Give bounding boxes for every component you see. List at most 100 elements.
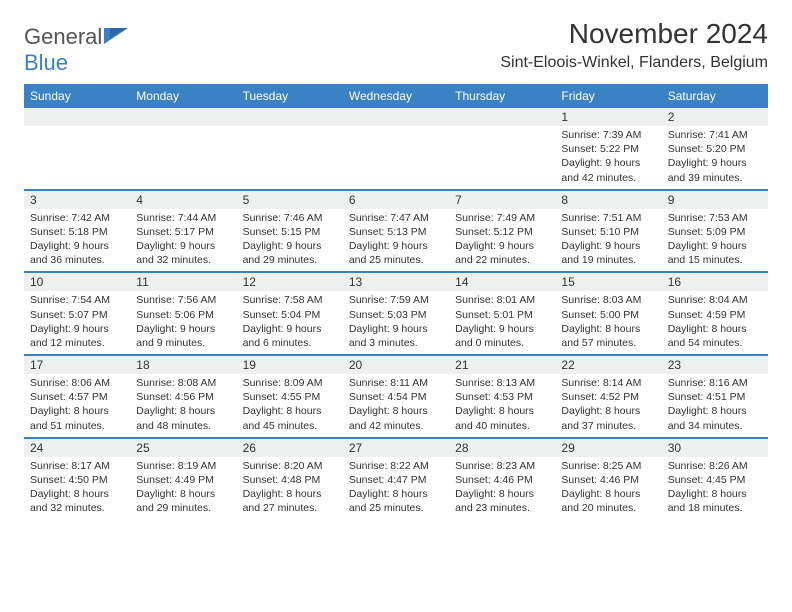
day-number: 7 bbox=[449, 191, 555, 209]
day-number: 15 bbox=[555, 273, 661, 291]
day-cell: Sunrise: 8:20 AMSunset: 4:48 PMDaylight:… bbox=[237, 457, 343, 520]
day-cell: Sunrise: 8:14 AMSunset: 4:52 PMDaylight:… bbox=[555, 374, 661, 437]
day-info-line: Sunset: 5:04 PM bbox=[243, 308, 337, 322]
day-info-line: Daylight: 8 hours and 45 minutes. bbox=[243, 404, 337, 432]
day-info-line: Sunset: 5:00 PM bbox=[561, 308, 655, 322]
day-info-line: Sunset: 5:06 PM bbox=[136, 308, 230, 322]
day-info-line: Sunset: 4:53 PM bbox=[455, 390, 549, 404]
day-info-line: Daylight: 9 hours and 0 minutes. bbox=[455, 322, 549, 350]
day-cell bbox=[24, 126, 130, 189]
day-cell: Sunrise: 8:04 AMSunset: 4:59 PMDaylight:… bbox=[662, 291, 768, 354]
day-number bbox=[237, 108, 343, 126]
day-info-line: Sunset: 4:59 PM bbox=[668, 308, 762, 322]
day-info-line: Sunset: 4:46 PM bbox=[561, 473, 655, 487]
day-info-line: Daylight: 8 hours and 18 minutes. bbox=[668, 487, 762, 515]
day-info-line: Sunset: 5:20 PM bbox=[668, 142, 762, 156]
day-info-line: Daylight: 8 hours and 42 minutes. bbox=[349, 404, 443, 432]
day-info-line: Sunrise: 7:47 AM bbox=[349, 211, 443, 225]
day-cell: Sunrise: 7:44 AMSunset: 5:17 PMDaylight:… bbox=[130, 209, 236, 272]
day-info-line: Daylight: 9 hours and 42 minutes. bbox=[561, 156, 655, 184]
day-info-line: Daylight: 9 hours and 36 minutes. bbox=[30, 239, 124, 267]
day-number: 29 bbox=[555, 439, 661, 457]
day-number: 5 bbox=[237, 191, 343, 209]
day-header: Thursday bbox=[449, 84, 555, 108]
day-number bbox=[449, 108, 555, 126]
day-number: 11 bbox=[130, 273, 236, 291]
day-info-line: Sunset: 4:57 PM bbox=[30, 390, 124, 404]
day-number bbox=[24, 108, 130, 126]
day-cell: Sunrise: 8:06 AMSunset: 4:57 PMDaylight:… bbox=[24, 374, 130, 437]
day-number: 9 bbox=[662, 191, 768, 209]
day-info-line: Sunrise: 7:54 AM bbox=[30, 293, 124, 307]
day-cell: Sunrise: 8:03 AMSunset: 5:00 PMDaylight:… bbox=[555, 291, 661, 354]
week-body-row: Sunrise: 8:06 AMSunset: 4:57 PMDaylight:… bbox=[24, 374, 768, 437]
day-info-line: Sunrise: 8:13 AM bbox=[455, 376, 549, 390]
day-info-line: Sunrise: 7:58 AM bbox=[243, 293, 337, 307]
day-info-line: Sunset: 4:56 PM bbox=[136, 390, 230, 404]
day-info-line: Daylight: 8 hours and 32 minutes. bbox=[30, 487, 124, 515]
logo-text: General Blue bbox=[24, 24, 128, 76]
day-number: 20 bbox=[343, 356, 449, 374]
day-info-line: Daylight: 8 hours and 40 minutes. bbox=[455, 404, 549, 432]
day-info-line: Sunset: 4:46 PM bbox=[455, 473, 549, 487]
day-cell: Sunrise: 8:01 AMSunset: 5:01 PMDaylight:… bbox=[449, 291, 555, 354]
day-info-line: Daylight: 8 hours and 54 minutes. bbox=[668, 322, 762, 350]
day-header-row: Sunday Monday Tuesday Wednesday Thursday… bbox=[24, 84, 768, 108]
day-cell: Sunrise: 8:08 AMSunset: 4:56 PMDaylight:… bbox=[130, 374, 236, 437]
day-number: 18 bbox=[130, 356, 236, 374]
day-number: 4 bbox=[130, 191, 236, 209]
day-info-line: Daylight: 9 hours and 32 minutes. bbox=[136, 239, 230, 267]
day-info-line: Daylight: 8 hours and 23 minutes. bbox=[455, 487, 549, 515]
day-info-line: Sunrise: 8:19 AM bbox=[136, 459, 230, 473]
day-info-line: Sunrise: 8:03 AM bbox=[561, 293, 655, 307]
day-cell: Sunrise: 7:58 AMSunset: 5:04 PMDaylight:… bbox=[237, 291, 343, 354]
day-cell: Sunrise: 7:39 AMSunset: 5:22 PMDaylight:… bbox=[555, 126, 661, 189]
day-info-line: Daylight: 9 hours and 15 minutes. bbox=[668, 239, 762, 267]
weeks-container: 12Sunrise: 7:39 AMSunset: 5:22 PMDayligh… bbox=[24, 108, 768, 519]
day-cell: Sunrise: 8:19 AMSunset: 4:49 PMDaylight:… bbox=[130, 457, 236, 520]
day-info-line: Sunrise: 8:04 AM bbox=[668, 293, 762, 307]
day-number: 8 bbox=[555, 191, 661, 209]
day-number bbox=[343, 108, 449, 126]
day-cell: Sunrise: 7:59 AMSunset: 5:03 PMDaylight:… bbox=[343, 291, 449, 354]
title-block: November 2024 Sint-Eloois-Winkel, Flande… bbox=[500, 18, 768, 72]
day-number: 25 bbox=[130, 439, 236, 457]
day-info-line: Daylight: 9 hours and 25 minutes. bbox=[349, 239, 443, 267]
month-title: November 2024 bbox=[500, 18, 768, 50]
day-number: 28 bbox=[449, 439, 555, 457]
day-info-line: Sunrise: 8:17 AM bbox=[30, 459, 124, 473]
day-info-line: Sunset: 4:54 PM bbox=[349, 390, 443, 404]
day-info-line: Sunrise: 8:11 AM bbox=[349, 376, 443, 390]
day-info-line: Sunset: 4:55 PM bbox=[243, 390, 337, 404]
day-number: 23 bbox=[662, 356, 768, 374]
day-cell: Sunrise: 7:41 AMSunset: 5:20 PMDaylight:… bbox=[662, 126, 768, 189]
day-number: 22 bbox=[555, 356, 661, 374]
day-info-line: Sunset: 4:49 PM bbox=[136, 473, 230, 487]
day-info-line: Sunrise: 7:44 AM bbox=[136, 211, 230, 225]
day-cell: Sunrise: 7:53 AMSunset: 5:09 PMDaylight:… bbox=[662, 209, 768, 272]
day-number: 3 bbox=[24, 191, 130, 209]
day-cell: Sunrise: 8:16 AMSunset: 4:51 PMDaylight:… bbox=[662, 374, 768, 437]
day-info-line: Daylight: 8 hours and 27 minutes. bbox=[243, 487, 337, 515]
day-cell: Sunrise: 7:46 AMSunset: 5:15 PMDaylight:… bbox=[237, 209, 343, 272]
day-info-line: Sunrise: 7:51 AM bbox=[561, 211, 655, 225]
day-info-line: Daylight: 8 hours and 57 minutes. bbox=[561, 322, 655, 350]
day-info-line: Daylight: 8 hours and 29 minutes. bbox=[136, 487, 230, 515]
day-info-line: Sunset: 4:52 PM bbox=[561, 390, 655, 404]
day-number: 21 bbox=[449, 356, 555, 374]
day-info-line: Sunrise: 7:53 AM bbox=[668, 211, 762, 225]
day-info-line: Sunset: 4:45 PM bbox=[668, 473, 762, 487]
day-cell: Sunrise: 8:22 AMSunset: 4:47 PMDaylight:… bbox=[343, 457, 449, 520]
day-info-line: Daylight: 9 hours and 6 minutes. bbox=[243, 322, 337, 350]
day-info-line: Sunrise: 8:25 AM bbox=[561, 459, 655, 473]
day-info-line: Daylight: 8 hours and 37 minutes. bbox=[561, 404, 655, 432]
day-number: 17 bbox=[24, 356, 130, 374]
day-number bbox=[130, 108, 236, 126]
day-info-line: Sunrise: 8:01 AM bbox=[455, 293, 549, 307]
day-cell: Sunrise: 7:54 AMSunset: 5:07 PMDaylight:… bbox=[24, 291, 130, 354]
day-cell: Sunrise: 8:26 AMSunset: 4:45 PMDaylight:… bbox=[662, 457, 768, 520]
day-number: 27 bbox=[343, 439, 449, 457]
day-number: 16 bbox=[662, 273, 768, 291]
day-info-line: Sunrise: 8:20 AM bbox=[243, 459, 337, 473]
day-info-line: Daylight: 9 hours and 9 minutes. bbox=[136, 322, 230, 350]
